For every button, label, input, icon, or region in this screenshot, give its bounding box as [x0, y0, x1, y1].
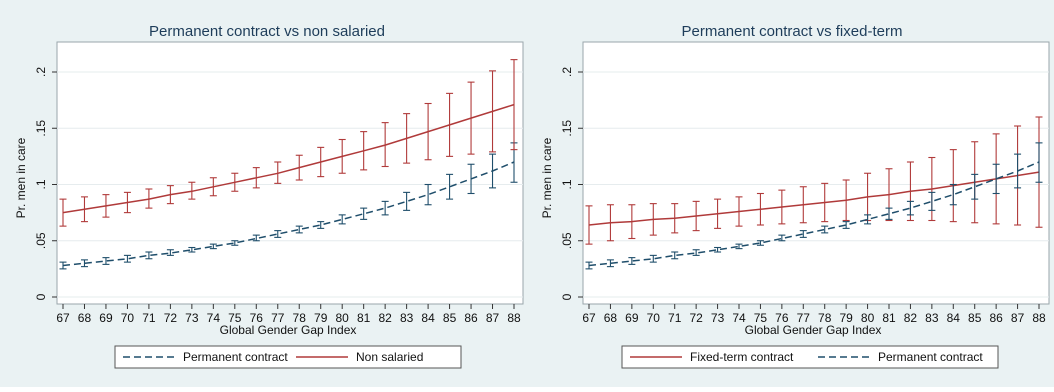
y-tick-label: .1 [560, 179, 574, 189]
x-tick-label: 73 [185, 311, 199, 325]
x-tick-label: 87 [1011, 311, 1025, 325]
x-tick-label: 86 [989, 311, 1003, 325]
x-tick-label: 77 [271, 311, 285, 325]
x-tick-label: 84 [421, 311, 435, 325]
x-tick-label: 70 [647, 311, 661, 325]
x-tick-label: 75 [754, 311, 768, 325]
non-salaried-line [62, 103, 515, 214]
x-tick-label: 79 [839, 311, 853, 325]
x-tick-label: 69 [625, 311, 639, 325]
x-tick-label: 77 [797, 311, 811, 325]
x-tick-label: 70 [121, 311, 135, 325]
y-tick-label: .05 [34, 232, 48, 249]
y-tick-label: .1 [34, 179, 48, 189]
x-axis-label: Global Gender Gap Index [745, 323, 882, 337]
x-tick-label: 76 [775, 311, 789, 325]
plot-area [56, 41, 524, 305]
fixed-term-contract-line [588, 171, 1040, 226]
x-tick-label: 83 [400, 311, 414, 325]
chart-title: Permanent contract vs non salaried [149, 23, 385, 40]
x-tick-label: 74 [732, 311, 746, 325]
x-tick-label: 86 [464, 311, 478, 325]
x-tick-label: 69 [99, 311, 113, 325]
x-tick-label: 82 [378, 311, 392, 325]
x-tick-label: 81 [882, 311, 896, 325]
y-tick-label: 0 [560, 293, 574, 300]
x-tick-label: 74 [207, 311, 221, 325]
x-tick-label: 71 [668, 311, 682, 325]
x-tick-label: 82 [904, 311, 918, 325]
x-tick-label: 85 [968, 311, 982, 325]
x-tick-label: 78 [293, 311, 307, 325]
y-tick-label: .2 [560, 67, 574, 77]
x-axis-label: Global Gender Gap Index [220, 323, 357, 337]
chart-title: Permanent contract vs fixed-term [682, 23, 903, 40]
x-tick-label: 80 [336, 311, 350, 325]
x-tick-label: 81 [357, 311, 371, 325]
legend-label: Permanent contract [878, 350, 983, 364]
x-tick-label: 72 [164, 311, 178, 325]
x-tick-label: 76 [250, 311, 264, 325]
y-tick-label: 0 [34, 293, 48, 300]
y-tick-label: .15 [34, 120, 48, 137]
x-tick-label: 85 [443, 311, 457, 325]
legend-label: Permanent contract [183, 350, 288, 364]
y-axis-label: Pr. men in care [540, 137, 554, 218]
x-tick-label: 67 [582, 311, 596, 325]
x-tick-label: 72 [689, 311, 703, 325]
chart-left-svg: Permanent contract vs non salaried Pr. m… [14, 23, 524, 369]
x-tick-label: 79 [314, 311, 328, 325]
x-tick-label: 71 [142, 311, 156, 325]
y-tick-label: .05 [560, 232, 574, 249]
x-tick-label: 68 [604, 311, 618, 325]
y-axis-label: Pr. men in care [14, 137, 28, 218]
x-tick-label: 88 [507, 311, 521, 325]
chart-panel-right: Permanent contract vs fixed-term Pr. men… [527, 0, 1054, 387]
chart-panel-left: Permanent contract vs non salaried Pr. m… [0, 0, 527, 387]
x-tick-label: 73 [711, 311, 725, 325]
x-tick-label: 87 [486, 311, 500, 325]
x-tick-label: 67 [56, 311, 70, 325]
x-tick-label: 88 [1032, 311, 1046, 325]
chart-right-svg: Permanent contract vs fixed-term Pr. men… [540, 23, 1050, 369]
legend-label: Fixed-term contract [690, 350, 794, 364]
x-tick-label: 84 [947, 311, 961, 325]
plot-area [582, 41, 1050, 305]
y-tick-label: .15 [560, 120, 574, 137]
x-tick-label: 68 [78, 311, 92, 325]
x-tick-label: 83 [925, 311, 939, 325]
x-tick-label: 80 [861, 311, 875, 325]
y-tick-label: .2 [34, 67, 48, 77]
legend-box [621, 345, 999, 369]
x-tick-label: 75 [228, 311, 242, 325]
legend-label: Non salaried [356, 350, 423, 364]
legend-box [114, 345, 462, 369]
x-tick-label: 78 [818, 311, 832, 325]
